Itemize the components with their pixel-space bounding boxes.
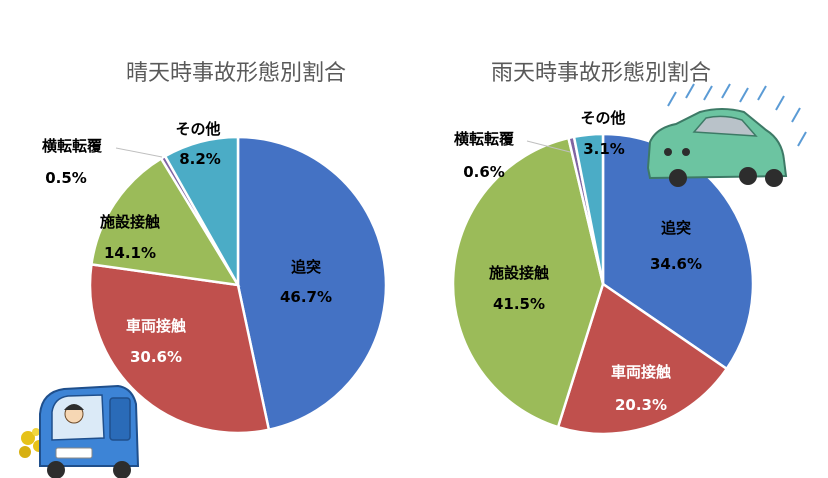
value-sunny-rollover: 0.5% <box>45 169 87 187</box>
value-rainy-vehicle-contact: 20.3% <box>615 396 667 414</box>
label-rainy-rear-end: 追突 <box>661 219 691 237</box>
leader-line-sunny-rollover <box>115 147 163 158</box>
label-sunny-other: その他 <box>175 120 220 138</box>
pie-slice-rainy-other <box>572 132 605 285</box>
pie-slice-rainy-vehicle-contact <box>556 282 729 436</box>
chart-title-sunny: 晴天時事故形態別割合 <box>126 61 346 86</box>
value-rainy-facility-contact: 41.5% <box>493 295 545 313</box>
label-rainy-other: その他 <box>580 109 625 127</box>
label-rainy-facility-contact: 施設接触 <box>489 264 549 282</box>
label-rainy-rollover: 横転転覆 <box>454 130 515 148</box>
label-sunny-rear-end: 追突 <box>291 258 321 276</box>
value-sunny-other: 8.2% <box>179 150 221 168</box>
value-sunny-rear-end: 46.7% <box>280 288 332 306</box>
value-rainy-other: 3.1% <box>583 140 625 158</box>
pie-slice-sunny-other <box>163 135 240 290</box>
pie-slice-sunny-vehicle-contact <box>88 262 271 435</box>
value-rainy-rear-end: 34.6% <box>650 255 702 273</box>
label-sunny-facility-contact: 施設接触 <box>100 213 160 231</box>
label-sunny-rollover: 横転転覆 <box>42 137 103 155</box>
blue-car-with-flowers-icon <box>19 384 140 478</box>
pie-slice-rainy-rear-end <box>601 132 755 371</box>
label-rainy-vehicle-contact: 車両接触 <box>611 363 671 381</box>
label-sunny-vehicle-contact: 車両接触 <box>126 317 186 335</box>
value-rainy-rollover: 0.6% <box>463 163 505 181</box>
pie-slice-rainy-facility-contact <box>451 136 605 429</box>
leader-line-rainy-rollover <box>526 140 571 153</box>
pie-rainy <box>451 132 755 436</box>
pie-slice-sunny-facility-contact <box>90 156 241 287</box>
green-car-in-rain-icon <box>646 83 807 187</box>
pie-slice-sunny-rear-end <box>236 135 388 432</box>
pie-sunny <box>88 135 388 435</box>
value-sunny-facility-contact: 14.1% <box>104 244 156 262</box>
value-sunny-vehicle-contact: 30.6% <box>130 348 182 366</box>
chart-title-rainy: 雨天時事故形態別割合 <box>491 61 711 86</box>
